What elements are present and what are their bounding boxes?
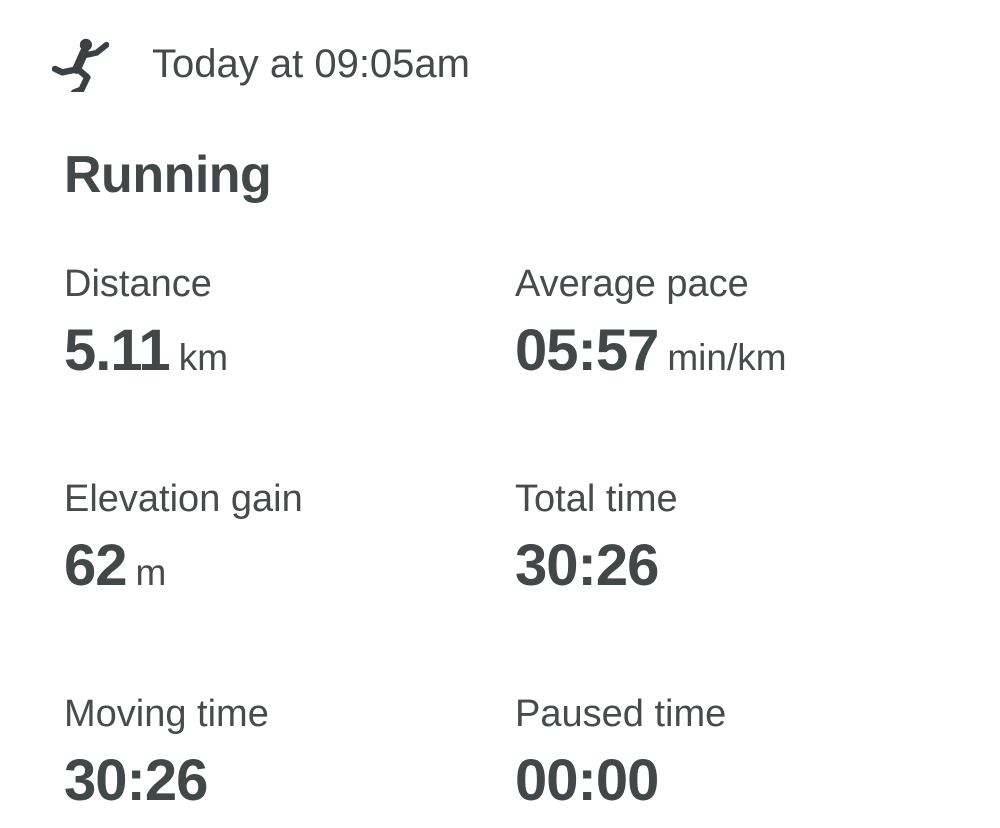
stat-label: Distance xyxy=(64,263,212,305)
stat-value: 05:57 xyxy=(515,318,659,383)
stat-total-time: Total time 30:26 xyxy=(515,477,960,613)
stat-label: Average pace xyxy=(515,263,749,305)
stat-value-row: 30:26 xyxy=(515,534,960,613)
stat-unit: min/km xyxy=(667,337,787,378)
stat-unit: m xyxy=(135,552,167,593)
stat-value-row: 5.11 km xyxy=(64,319,515,398)
stat-value: 00:00 xyxy=(515,748,659,813)
stat-value-row: 00:00 xyxy=(515,749,960,828)
stat-label: Elevation gain xyxy=(64,478,303,520)
activity-title: Running xyxy=(64,146,272,204)
stat-label: Total time xyxy=(515,478,678,520)
stat-value-row: 62 m xyxy=(64,534,515,613)
stat-value: 30:26 xyxy=(64,748,208,813)
stat-label: Paused time xyxy=(515,693,727,735)
stat-average-pace: Average pace 05:57 min/km xyxy=(515,262,960,398)
stat-moving-time: Moving time 30:26 xyxy=(64,692,515,828)
stat-label: Moving time xyxy=(64,693,269,735)
stats-grid: Distance 5.11 km Average pace 05:57 min/km… xyxy=(64,262,960,828)
stat-value-row: 05:57 min/km xyxy=(515,319,960,398)
stat-value: 30:26 xyxy=(515,533,659,598)
stat-distance: Distance 5.11 km xyxy=(64,262,515,398)
runner-icon xyxy=(52,37,109,92)
activity-date: Today at 09:05am xyxy=(152,41,470,86)
activity-header: Today at 09:05am xyxy=(52,36,960,92)
stat-value-row: 30:26 xyxy=(64,749,515,828)
stat-unit: km xyxy=(178,337,229,378)
stat-value: 62 xyxy=(64,533,128,598)
stat-value: 5.11 xyxy=(64,318,171,383)
stat-paused-time: Paused time 00:00 xyxy=(515,692,960,828)
stat-elevation-gain: Elevation gain 62 m xyxy=(64,477,515,613)
